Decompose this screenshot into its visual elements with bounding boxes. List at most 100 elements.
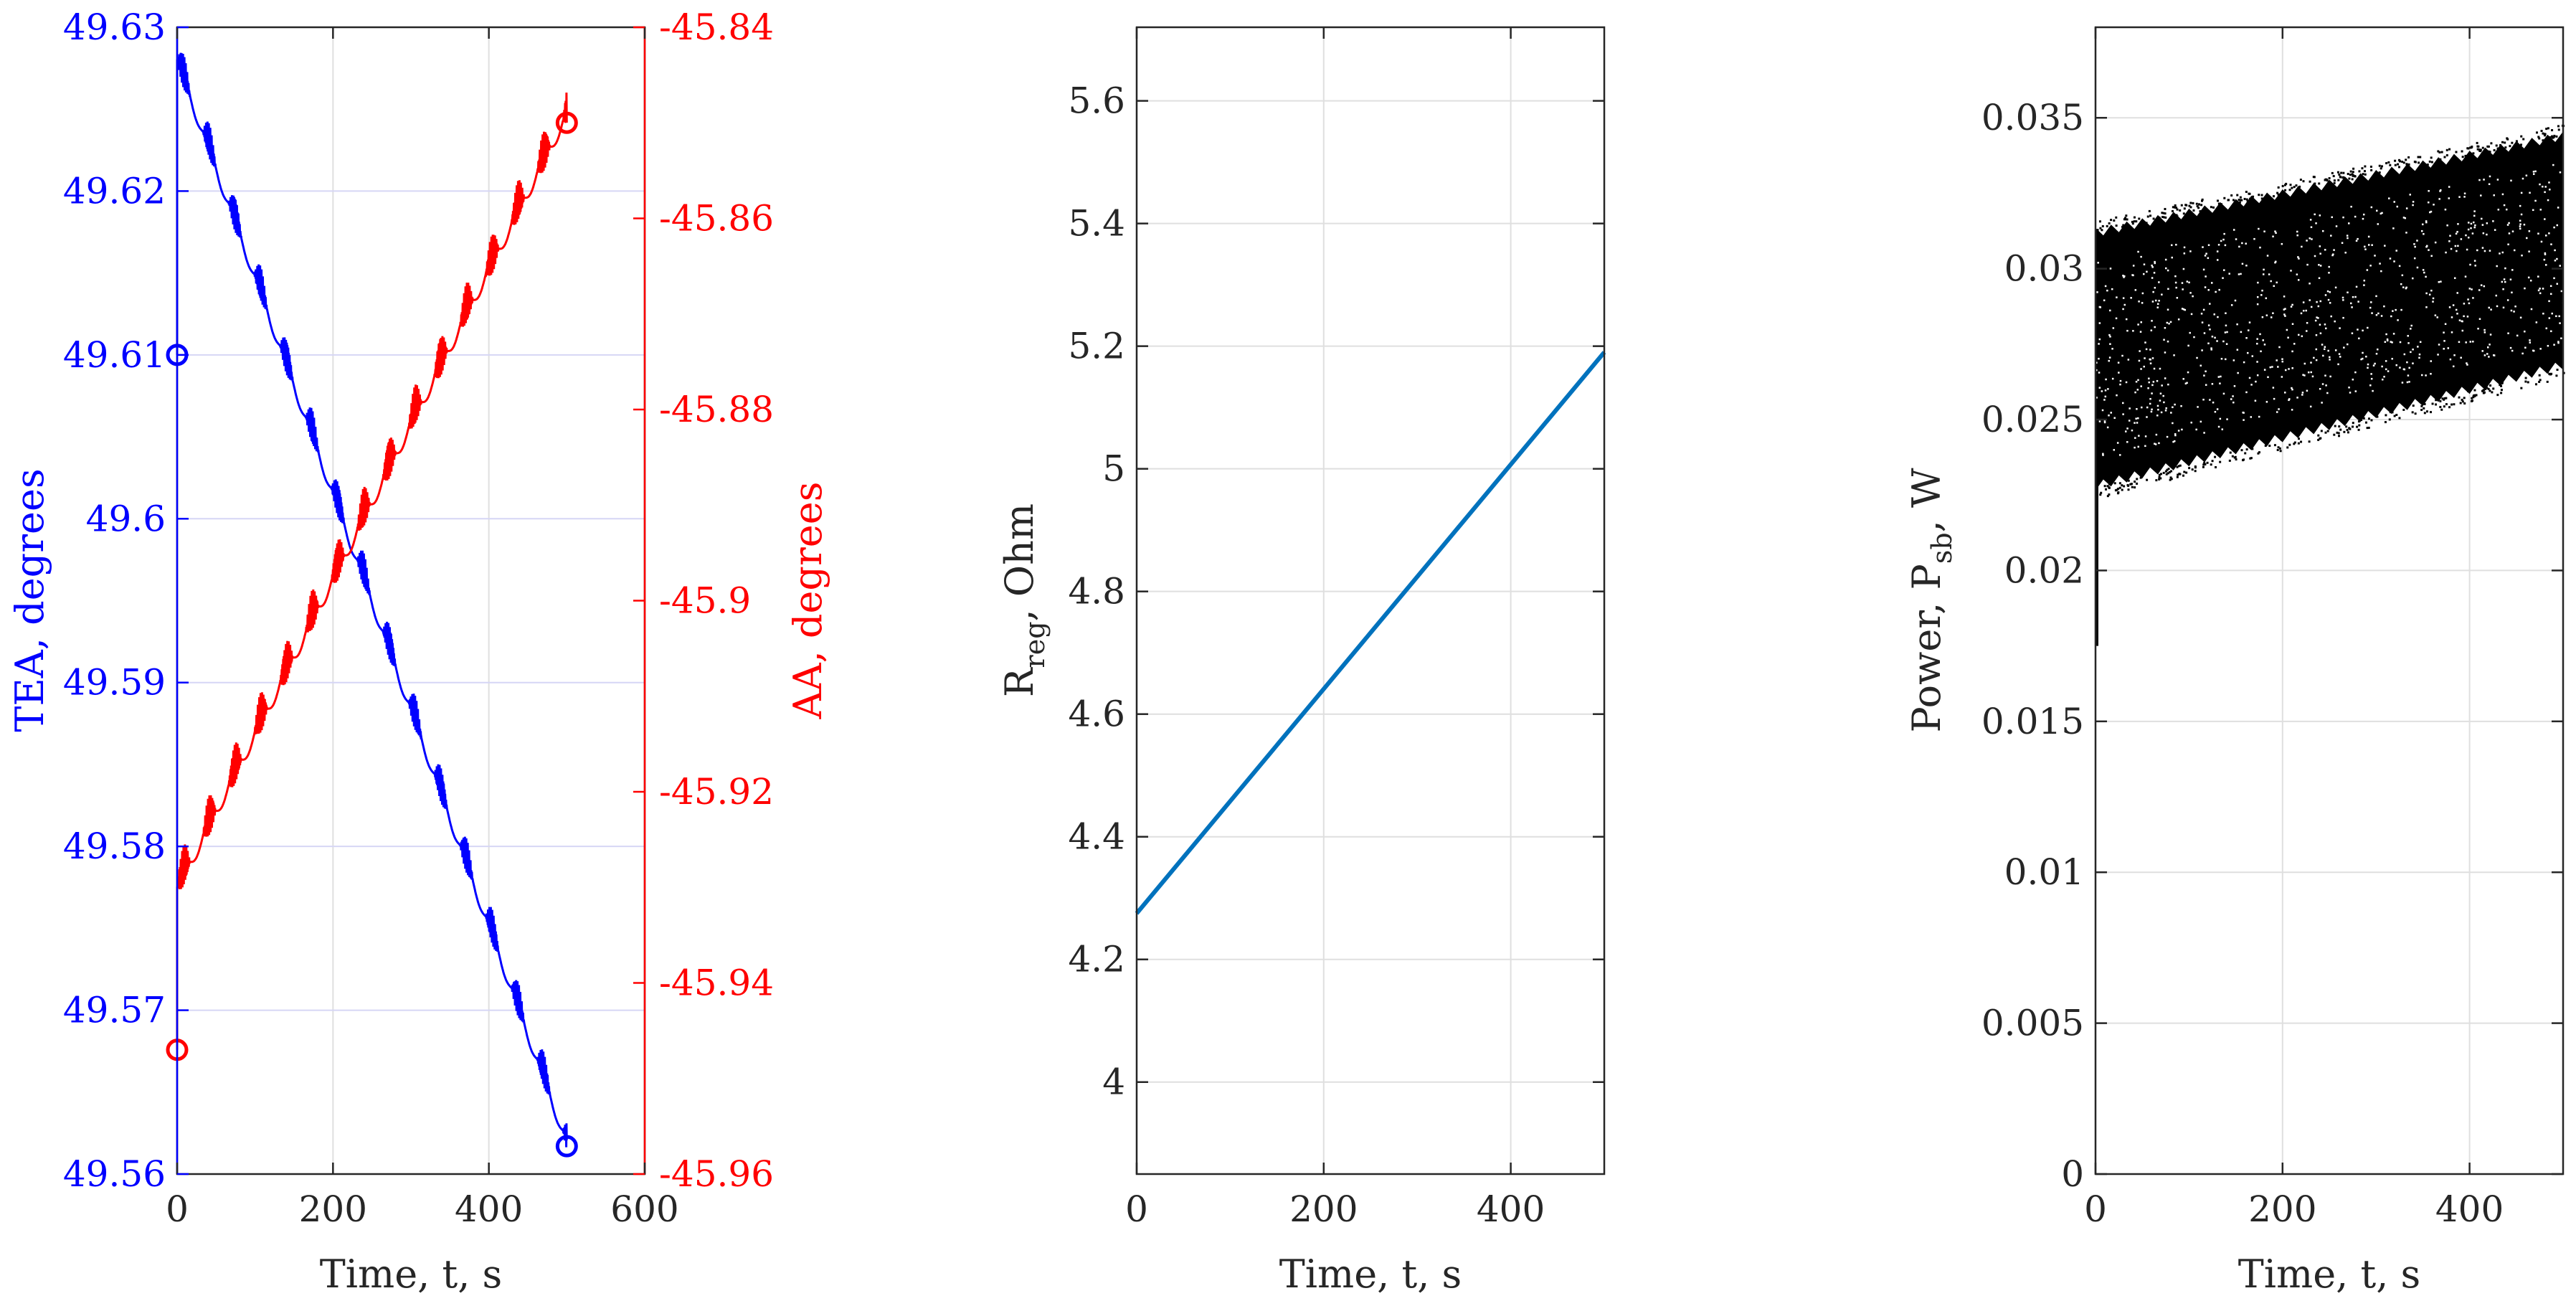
scatter-point xyxy=(2461,400,2464,403)
scatter-point xyxy=(2494,229,2496,231)
scatter-point xyxy=(2182,378,2184,380)
scatter-point xyxy=(2217,316,2219,318)
scatter-point xyxy=(2383,305,2385,308)
scatter-point xyxy=(2511,230,2514,232)
scatter-point xyxy=(2317,434,2320,437)
scatter-point xyxy=(2179,209,2182,212)
scatter-point xyxy=(2525,174,2528,176)
scatter-point xyxy=(2448,406,2451,409)
scatter-point xyxy=(2214,455,2217,458)
scatter-point xyxy=(2338,425,2341,428)
scatter-point xyxy=(2209,328,2211,331)
y-tick-label: 49.63 xyxy=(63,6,166,48)
scatter-point xyxy=(2149,402,2151,405)
scatter-point xyxy=(2410,351,2412,354)
scatter-point xyxy=(2466,248,2468,251)
x-tick-label: 0 xyxy=(2084,1188,2107,1230)
scatter-point xyxy=(2232,395,2234,397)
scatter-point xyxy=(2461,320,2463,323)
y-tick-label: -45.88 xyxy=(659,389,774,430)
scatter-point xyxy=(2296,234,2298,237)
scatter-point xyxy=(2425,292,2428,295)
scatter-point xyxy=(2150,329,2153,331)
scatter-point xyxy=(2395,364,2397,366)
scatter-point xyxy=(2248,377,2251,379)
scatter-point xyxy=(2288,443,2291,446)
scatter-point xyxy=(2171,209,2174,212)
scatter-point xyxy=(2291,409,2293,411)
scatter-point xyxy=(2214,411,2217,413)
scatter-point xyxy=(2537,232,2539,235)
scatter-point xyxy=(2164,267,2167,270)
scatter-point xyxy=(2159,399,2161,402)
scatter-point xyxy=(2200,313,2203,315)
y-tick-label: 4 xyxy=(1102,1061,1125,1103)
scatter-point xyxy=(2458,196,2461,198)
scatter-point xyxy=(2266,255,2269,257)
scatter-point xyxy=(2222,238,2225,241)
scatter-point xyxy=(2298,257,2300,260)
scatter-point xyxy=(2465,341,2467,344)
scatter-point xyxy=(2166,435,2169,438)
scatter-point xyxy=(2401,274,2404,277)
scatter-point xyxy=(2405,232,2407,234)
scatter-point xyxy=(2131,222,2134,225)
panel-power: 0 200 400 0 0.005 0.01 0.015 0.02 0.025 0.03 0.035… xyxy=(1904,26,2565,1297)
scatter-point xyxy=(2203,332,2206,334)
scatter-point xyxy=(2467,147,2470,150)
scatter-point xyxy=(2134,486,2136,489)
scatter-point xyxy=(2173,214,2176,217)
scatter-point xyxy=(2421,223,2424,226)
scatter-point xyxy=(2251,355,2254,357)
scatter-point xyxy=(2181,282,2184,284)
scatter-point xyxy=(2281,376,2283,378)
scatter-point xyxy=(2298,185,2301,188)
y-tick-label: 0.005 xyxy=(1981,1003,2084,1044)
scatter-point xyxy=(2219,460,2222,463)
scatter-point xyxy=(2523,223,2526,226)
scatter-point xyxy=(2546,380,2549,383)
scatter-point xyxy=(2151,301,2154,303)
scatter-point xyxy=(2284,315,2286,317)
scatter-point xyxy=(2556,283,2558,285)
scatter-point xyxy=(2450,403,2453,406)
scatter-point xyxy=(2140,385,2142,387)
x-tick-label: 200 xyxy=(1289,1188,1358,1230)
scatter-point xyxy=(2241,242,2243,245)
scatter-point xyxy=(2502,288,2504,290)
scatter-point xyxy=(2250,384,2253,386)
scatter-point xyxy=(2388,197,2390,199)
scatter-point xyxy=(2352,422,2354,425)
scatter-point xyxy=(2480,284,2483,286)
scatter-point xyxy=(2277,366,2279,368)
scatter-point xyxy=(2148,377,2150,380)
scatter-point xyxy=(2206,461,2209,464)
scatter-point xyxy=(2168,322,2170,325)
scatter-point xyxy=(2103,299,2106,302)
scatter-point xyxy=(2402,286,2405,288)
scatter-point xyxy=(2210,282,2213,284)
scatter-point xyxy=(2492,220,2494,222)
scatter-point xyxy=(2389,411,2392,414)
scatter-point xyxy=(2481,350,2483,352)
scatter-point xyxy=(2319,252,2321,255)
scatter-point xyxy=(2481,247,2484,249)
scatter-point xyxy=(2524,380,2527,383)
scatter-point xyxy=(2482,232,2485,235)
scatter-point xyxy=(2199,210,2202,213)
scatter-point xyxy=(2217,202,2220,205)
scatter-point xyxy=(2430,411,2433,414)
scatter-point xyxy=(2555,315,2557,318)
scatter-point xyxy=(2300,440,2303,443)
scatter-point xyxy=(2138,301,2140,303)
scatter-point xyxy=(2542,312,2544,315)
scatter-point xyxy=(2248,321,2251,323)
scatter-point xyxy=(2298,189,2301,191)
scatter-point xyxy=(2150,410,2153,413)
scatter-point xyxy=(2324,431,2327,434)
scatter-point xyxy=(2542,139,2544,142)
scatter-point xyxy=(2140,222,2143,225)
scatter-point xyxy=(2352,167,2355,170)
series-marker xyxy=(555,1135,578,1158)
scatter-point xyxy=(2117,361,2120,364)
